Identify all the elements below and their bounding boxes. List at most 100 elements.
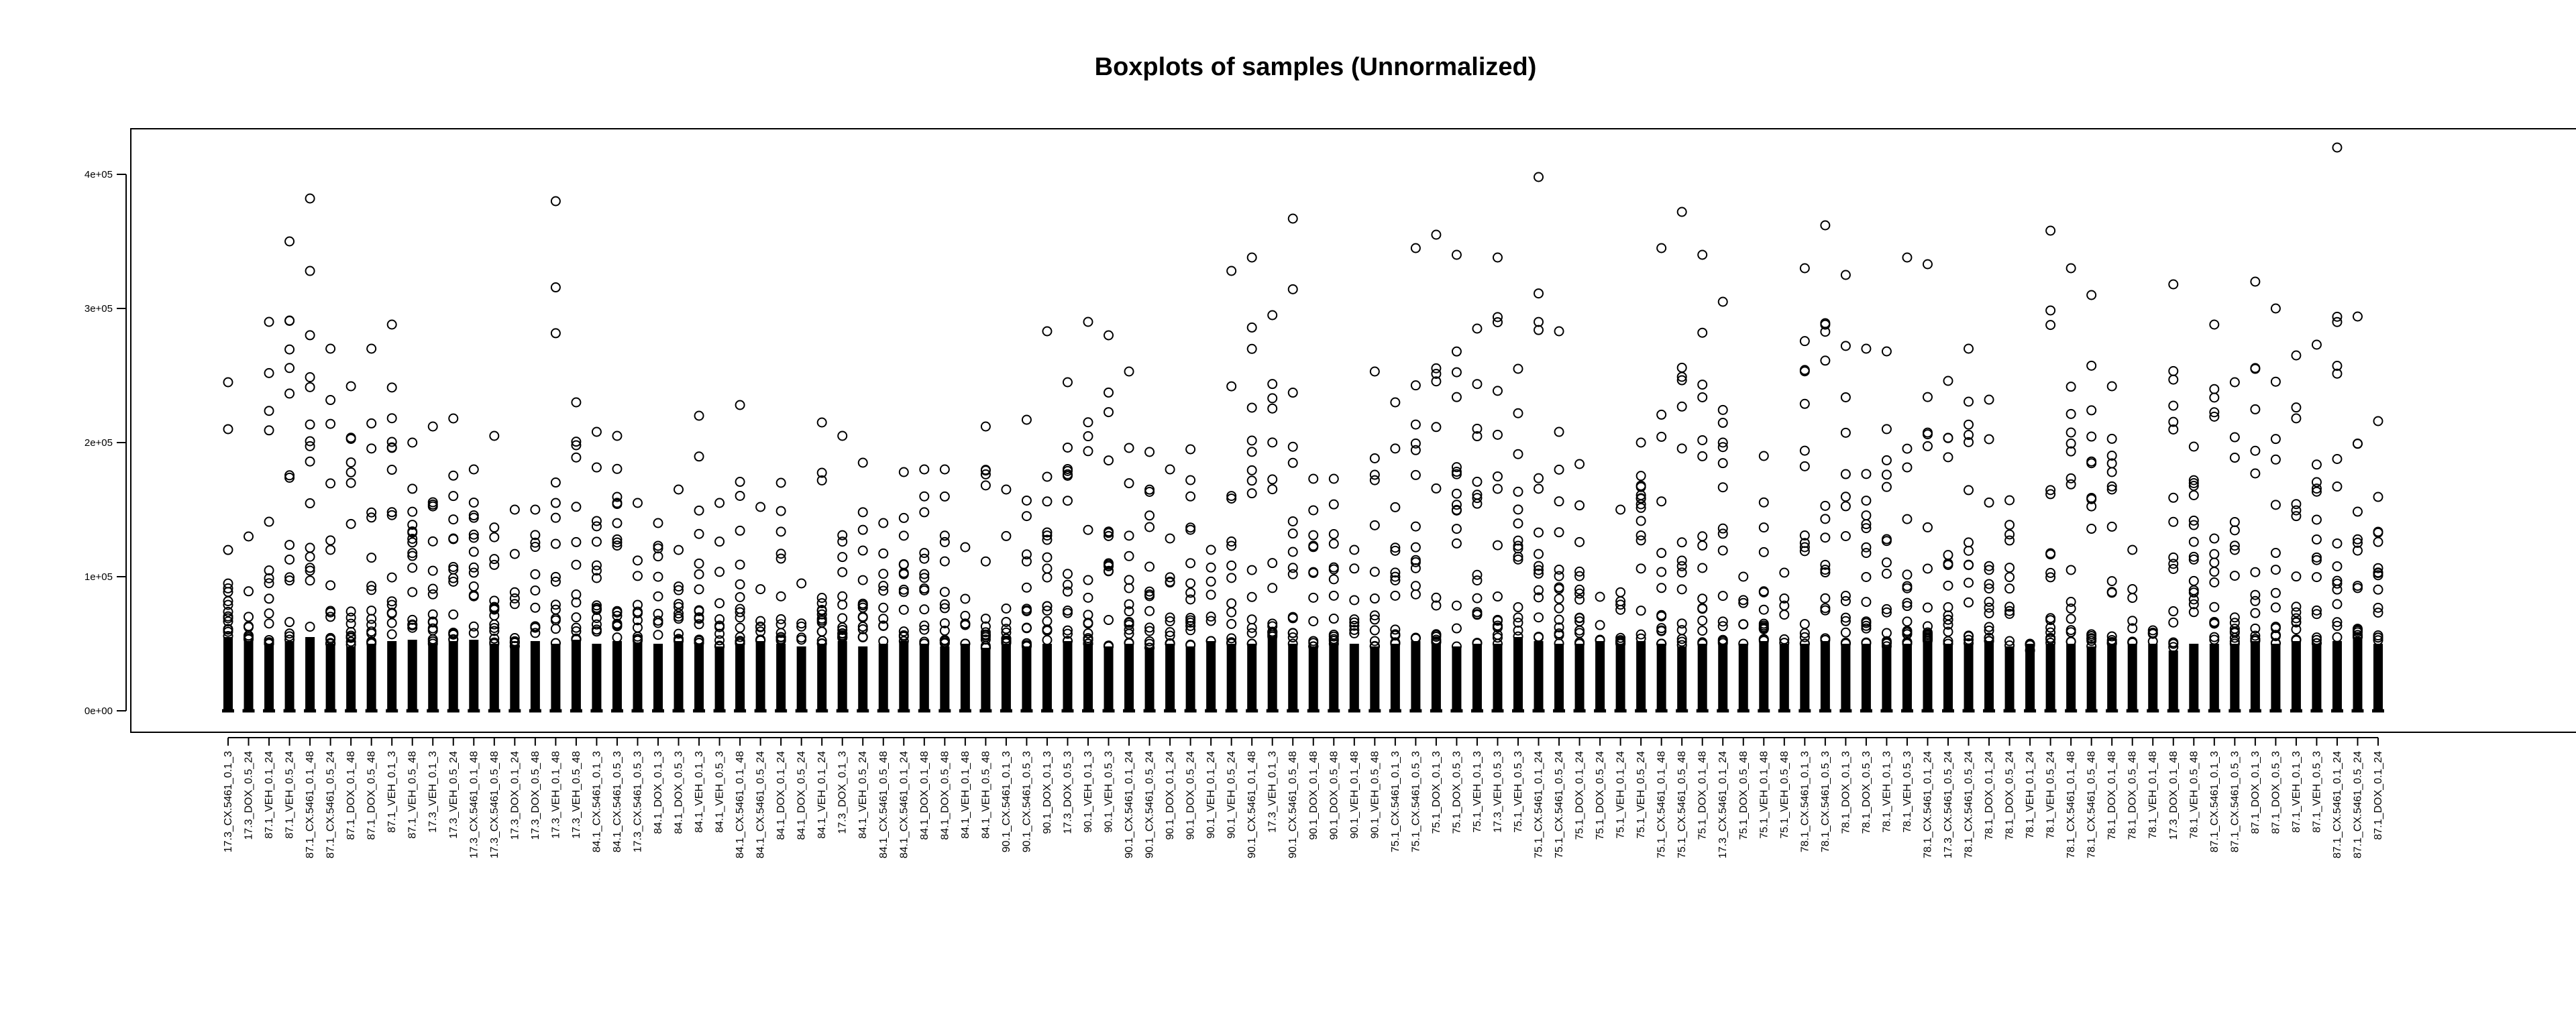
outlier-point <box>2291 413 2302 424</box>
outlier-point <box>1390 567 1401 578</box>
outlier-point <box>345 618 356 629</box>
outlier-point <box>1021 549 1032 560</box>
x-tick-label: 78.1_CX.5461_0.1_3 <box>1799 751 1811 852</box>
outlier-point <box>305 193 315 204</box>
outlier-point <box>632 608 643 618</box>
outlier-point <box>1410 581 1421 591</box>
x-tick-label: 75.1_DOX_0.5_48 <box>1738 751 1750 840</box>
box-81 <box>1880 346 1893 713</box>
box-body <box>2373 644 2383 711</box>
outlier-point <box>1738 619 1749 630</box>
outlier-point <box>2004 495 2015 506</box>
outlier-point <box>1349 628 1360 638</box>
outlier-point <box>1615 604 1626 615</box>
x-tick-label: 87.1_VEH_0.1_24 <box>264 751 275 839</box>
box-body <box>817 644 827 711</box>
outlier-point <box>796 618 807 629</box>
outlier-point <box>2332 561 2343 571</box>
outlier-point <box>2373 602 2383 613</box>
outlier-point <box>919 573 930 583</box>
outlier-point <box>1431 363 1442 374</box>
outlier-point <box>1267 558 1278 569</box>
outlier-point <box>816 626 827 637</box>
box-body <box>1554 644 1564 711</box>
outlier-point <box>1861 623 1872 634</box>
box-body <box>325 644 335 711</box>
outlier-point <box>1635 606 1646 616</box>
outlier-point <box>2106 450 2117 461</box>
outlier-point <box>550 638 561 648</box>
outlier-point <box>674 599 684 610</box>
outlier-point <box>530 569 541 579</box>
outlier-point <box>2168 279 2179 290</box>
outlier-point <box>1697 249 1708 260</box>
box-42 <box>1082 317 1094 713</box>
outlier-point <box>2004 563 2015 573</box>
outlier-point <box>1984 622 1994 632</box>
x-tick-label: 87.1_DOX_0.1_48 <box>345 751 357 840</box>
outlier-point <box>1513 363 1523 374</box>
outlier-point <box>2291 613 2302 624</box>
outlier-point <box>735 400 745 410</box>
outlier-point <box>1513 618 1523 628</box>
outlier-point <box>2270 587 2281 598</box>
outlier-point <box>1083 317 1093 327</box>
box-body <box>1595 641 1605 711</box>
outlier-point <box>1574 612 1585 623</box>
outlier-point <box>1861 637 1872 648</box>
outlier-point <box>264 406 274 416</box>
outlier-point <box>1492 317 1503 327</box>
y-tick-label: 4e+05 <box>85 169 113 180</box>
outlier-point <box>1881 481 1892 492</box>
outlier-point <box>1431 632 1442 642</box>
outlier-point <box>1185 491 1196 502</box>
outlier-point <box>2332 584 2343 595</box>
outlier-point <box>1144 636 1155 646</box>
outlier-point <box>1676 443 1687 454</box>
outlier-point <box>448 491 459 502</box>
outlier-point <box>1410 243 1421 253</box>
box-body <box>1738 644 1748 711</box>
outlier-point <box>1246 447 1257 457</box>
outlier-point <box>2209 577 2220 588</box>
outlier-point <box>386 572 397 583</box>
outlier-point <box>1246 628 1257 638</box>
outlier-point <box>1451 392 1462 402</box>
outlier-point <box>1922 259 1933 270</box>
box-body <box>981 648 991 711</box>
outlier-point <box>1226 573 1237 583</box>
outlier-point <box>1984 602 1994 613</box>
outlier-point <box>1369 475 1380 485</box>
outlier-point <box>345 636 356 647</box>
outlier-point <box>427 609 438 620</box>
outlier-point <box>898 467 909 477</box>
outlier-point <box>1390 542 1401 553</box>
outlier-point <box>1799 619 1810 630</box>
outlier-point <box>468 628 479 638</box>
outlier-point <box>2270 303 2281 314</box>
box-96 <box>2188 441 2200 713</box>
outlier-point <box>674 484 684 495</box>
outlier-point <box>2209 411 2220 422</box>
outlier-point <box>1308 638 1319 648</box>
outlier-point <box>2106 631 2117 642</box>
outlier-point <box>1902 569 1913 580</box>
outlier-point <box>366 443 377 454</box>
outlier-point <box>284 363 295 374</box>
outlier-point <box>980 469 991 479</box>
outlier-point <box>1513 408 1523 418</box>
outlier-point <box>1779 638 1790 648</box>
outlier-point <box>1738 638 1749 649</box>
box-body <box>2127 644 2137 711</box>
outlier-point <box>345 612 356 623</box>
outlier-point <box>694 558 704 569</box>
outlier-point <box>284 388 295 399</box>
outlier-point <box>1922 427 1933 438</box>
box-body <box>1144 648 1155 711</box>
x-tick-label: 78.1_CX.5461_0.5_24 <box>1964 751 1975 858</box>
outlier-point <box>1062 579 1073 590</box>
x-tick-label: 84.1_CX.5461_0.5_48 <box>878 751 890 858</box>
outlier-point <box>1185 625 1196 636</box>
x-tick-label: 75.1_CX.5461_0.5_48 <box>1676 751 1688 858</box>
outlier-point <box>489 626 500 636</box>
